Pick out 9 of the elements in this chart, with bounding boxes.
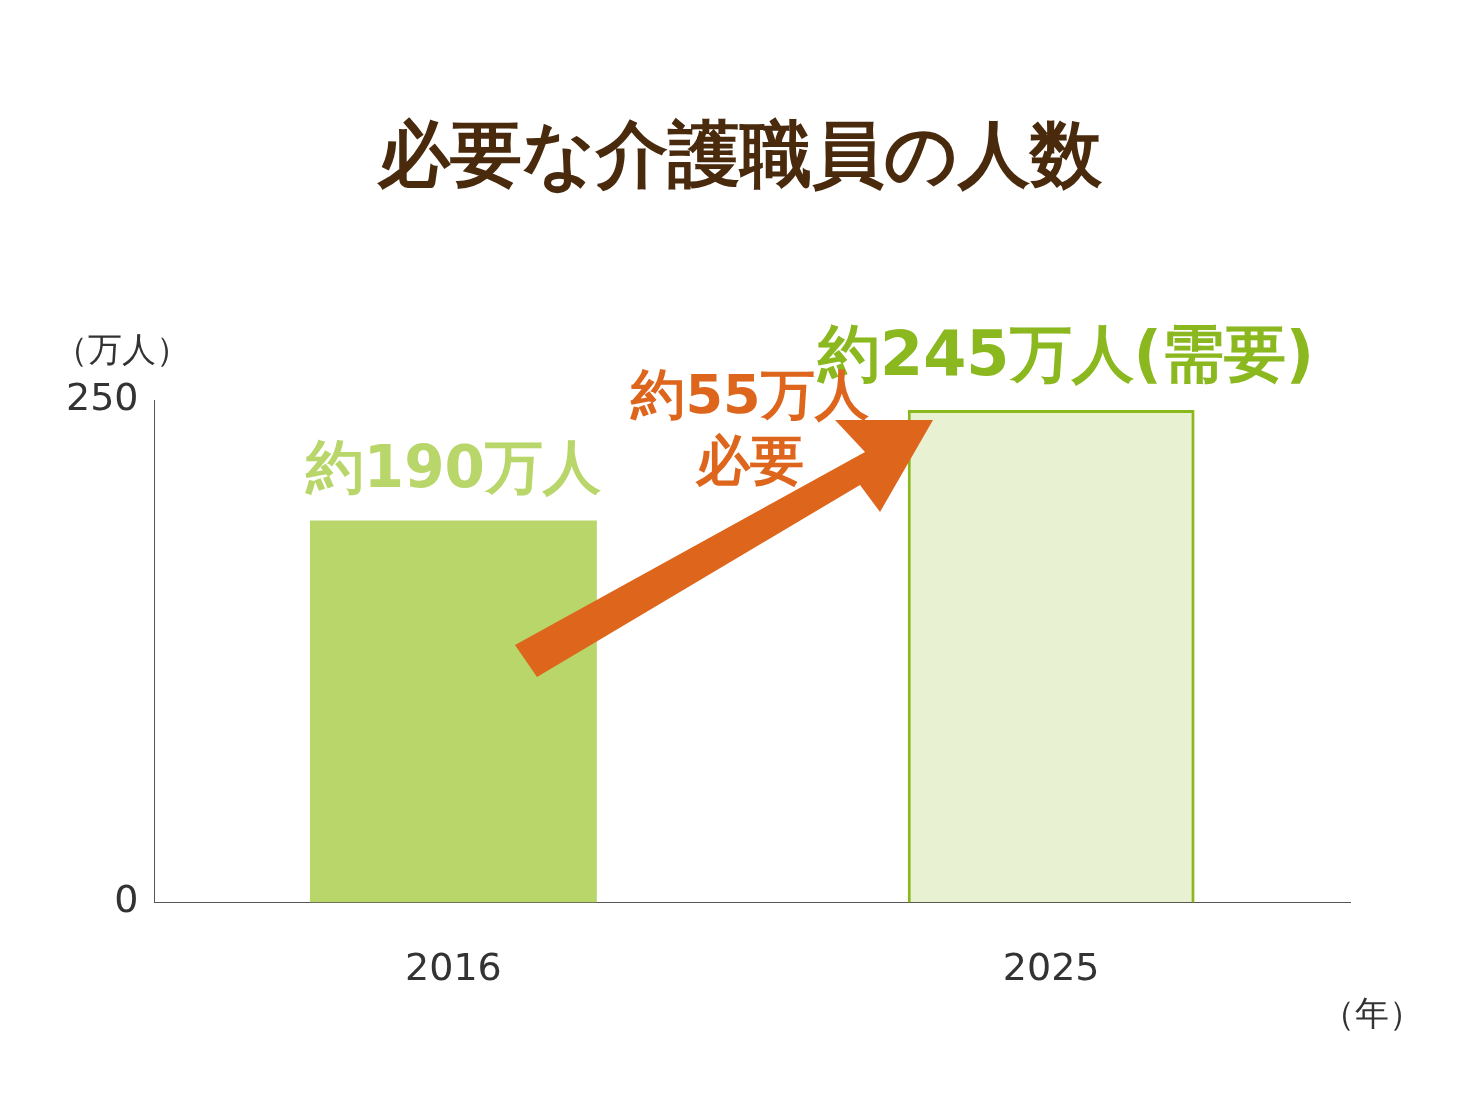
x-tick-label: 2016 xyxy=(405,945,502,990)
annotation: 必要 xyxy=(696,429,804,492)
chart-title: 必要な介護職員の人数 xyxy=(377,111,1103,196)
y-tick-label: 250 xyxy=(66,374,139,419)
data-label: 約190万人 xyxy=(304,432,601,501)
y-tick-label: 0 xyxy=(114,877,139,922)
x-axis-title: （年） xyxy=(1321,992,1423,1033)
x-tick-label: 2025 xyxy=(1002,945,1100,990)
y-axis-title: （万人） xyxy=(54,328,190,369)
